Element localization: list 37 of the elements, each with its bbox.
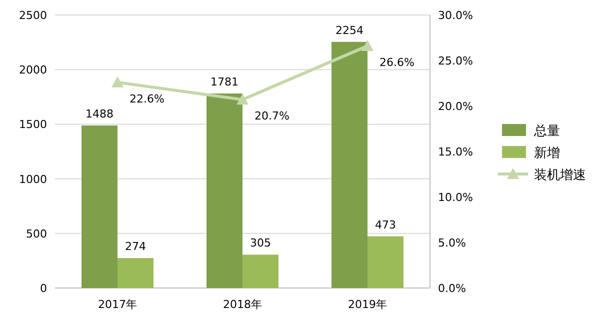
legend-label: 新增 bbox=[534, 146, 560, 161]
point bbox=[236, 94, 248, 105]
data-label: 22.6% bbox=[130, 92, 164, 106]
point bbox=[362, 40, 374, 51]
y2-tick-label: 0.0% bbox=[438, 282, 466, 295]
y-tick-label: 1000 bbox=[19, 172, 47, 186]
y2-tick-label: 25.0% bbox=[438, 54, 473, 68]
y2-tick-label: 10.0% bbox=[438, 191, 473, 204]
bar bbox=[332, 42, 368, 288]
y2-tick-label: 15.0% bbox=[438, 146, 473, 158]
legend-label: 总量 bbox=[533, 124, 560, 139]
data-label: 26.6% bbox=[380, 56, 414, 69]
data-label: 1488 bbox=[86, 108, 114, 121]
y2-tick-label: 5.0% bbox=[438, 236, 466, 250]
y-tick-label: 500 bbox=[26, 227, 47, 240]
y-tick-label: 2500 bbox=[19, 9, 47, 22]
bar bbox=[242, 254, 278, 288]
bar bbox=[118, 258, 154, 288]
x-tick-label: 2019年 bbox=[348, 298, 387, 311]
y-tick-label: 2000 bbox=[19, 64, 47, 77]
data-label: 20.7% bbox=[254, 110, 290, 123]
x-tick-label: 2018年 bbox=[223, 298, 262, 311]
y2-tick-label: 20.0% bbox=[438, 100, 473, 113]
bar bbox=[368, 236, 404, 288]
y2-tick-label: 30.0% bbox=[438, 9, 473, 22]
y-tick-label: 1500 bbox=[19, 118, 47, 132]
point bbox=[112, 76, 124, 88]
legend-label: 装机增速 bbox=[534, 168, 586, 183]
data-label: 2254 bbox=[336, 24, 364, 37]
y-tick-label: 0 bbox=[40, 282, 47, 295]
x-tick-label: 2017年 bbox=[98, 298, 137, 311]
data-label: 1781 bbox=[210, 76, 238, 89]
data-label: 473 bbox=[375, 218, 396, 232]
data-label: 274 bbox=[125, 240, 146, 254]
bar bbox=[82, 126, 118, 288]
data-label: 305 bbox=[250, 236, 271, 250]
bar bbox=[206, 94, 242, 288]
